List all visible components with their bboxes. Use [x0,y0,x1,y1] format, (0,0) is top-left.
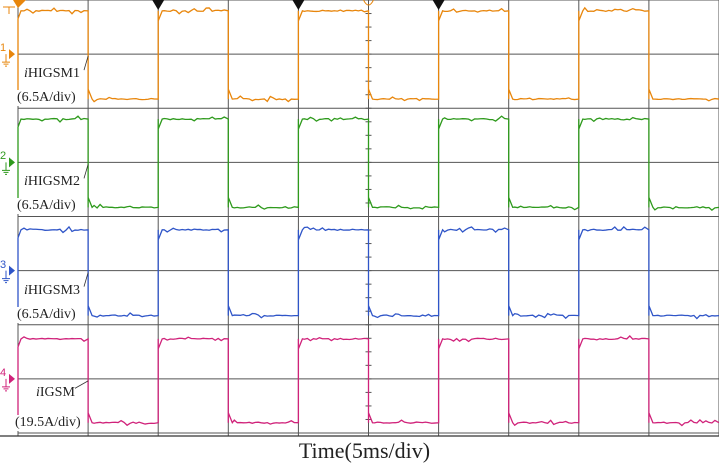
channel-name-label: iHIGSM1 [24,66,81,83]
ground-icon [2,162,10,175]
channel-scale-label: (19.5A/div) [15,414,81,431]
name: HIGSM2 [27,174,81,190]
x-axis-label: Time(5ms/div) [298,438,431,463]
name: HIGSM3 [27,282,81,298]
channel-name-label: iHIGSM3 [24,282,81,299]
ground-marker-ch2 [9,157,15,168]
leader-line [83,56,89,71]
leader-line [83,164,89,179]
channel-number: 1 [0,42,7,55]
trace-ch3 [17,225,719,322]
symbol: i [36,384,40,400]
symbol: i [24,282,28,298]
leader-line [83,272,89,287]
ground-icon [2,270,10,284]
channel-name-label: iHIGSM2 [24,174,81,191]
channel-number: 2 [0,150,7,163]
channel-number: 3 [0,258,7,271]
trigger-marker [432,0,445,10]
channel-scale-label: (6.5A/div) [17,90,76,107]
markers [2,0,445,392]
grid [0,0,719,437]
trigger-marker [292,0,305,10]
trigger-t-icon [3,6,15,14]
name: IGSM [39,384,75,400]
traces [17,6,719,429]
name: HIGSM1 [27,66,81,82]
center-marker [363,0,374,6]
ground-icon [2,378,10,392]
channel-scale-label: (6.5A/div) [17,198,76,215]
channel-number: 4 [0,366,7,379]
symbol: i [24,66,28,82]
ground-marker-ch1 [9,49,15,60]
trace-ch4 [17,335,719,429]
channel-scale-label: (6.5A/div) [17,306,76,323]
trace-ch1 [17,6,719,106]
trigger-marker [152,0,165,10]
trace-ch2 [17,115,719,214]
ground-marker-ch3 [9,265,15,276]
ground-marker-ch4 [9,373,15,384]
leader-line [73,380,89,390]
trigger-level-marker [13,0,26,8]
channel-name-label: iIGSM [36,384,75,401]
symbol: i [24,174,28,190]
ground-icon [2,54,10,67]
